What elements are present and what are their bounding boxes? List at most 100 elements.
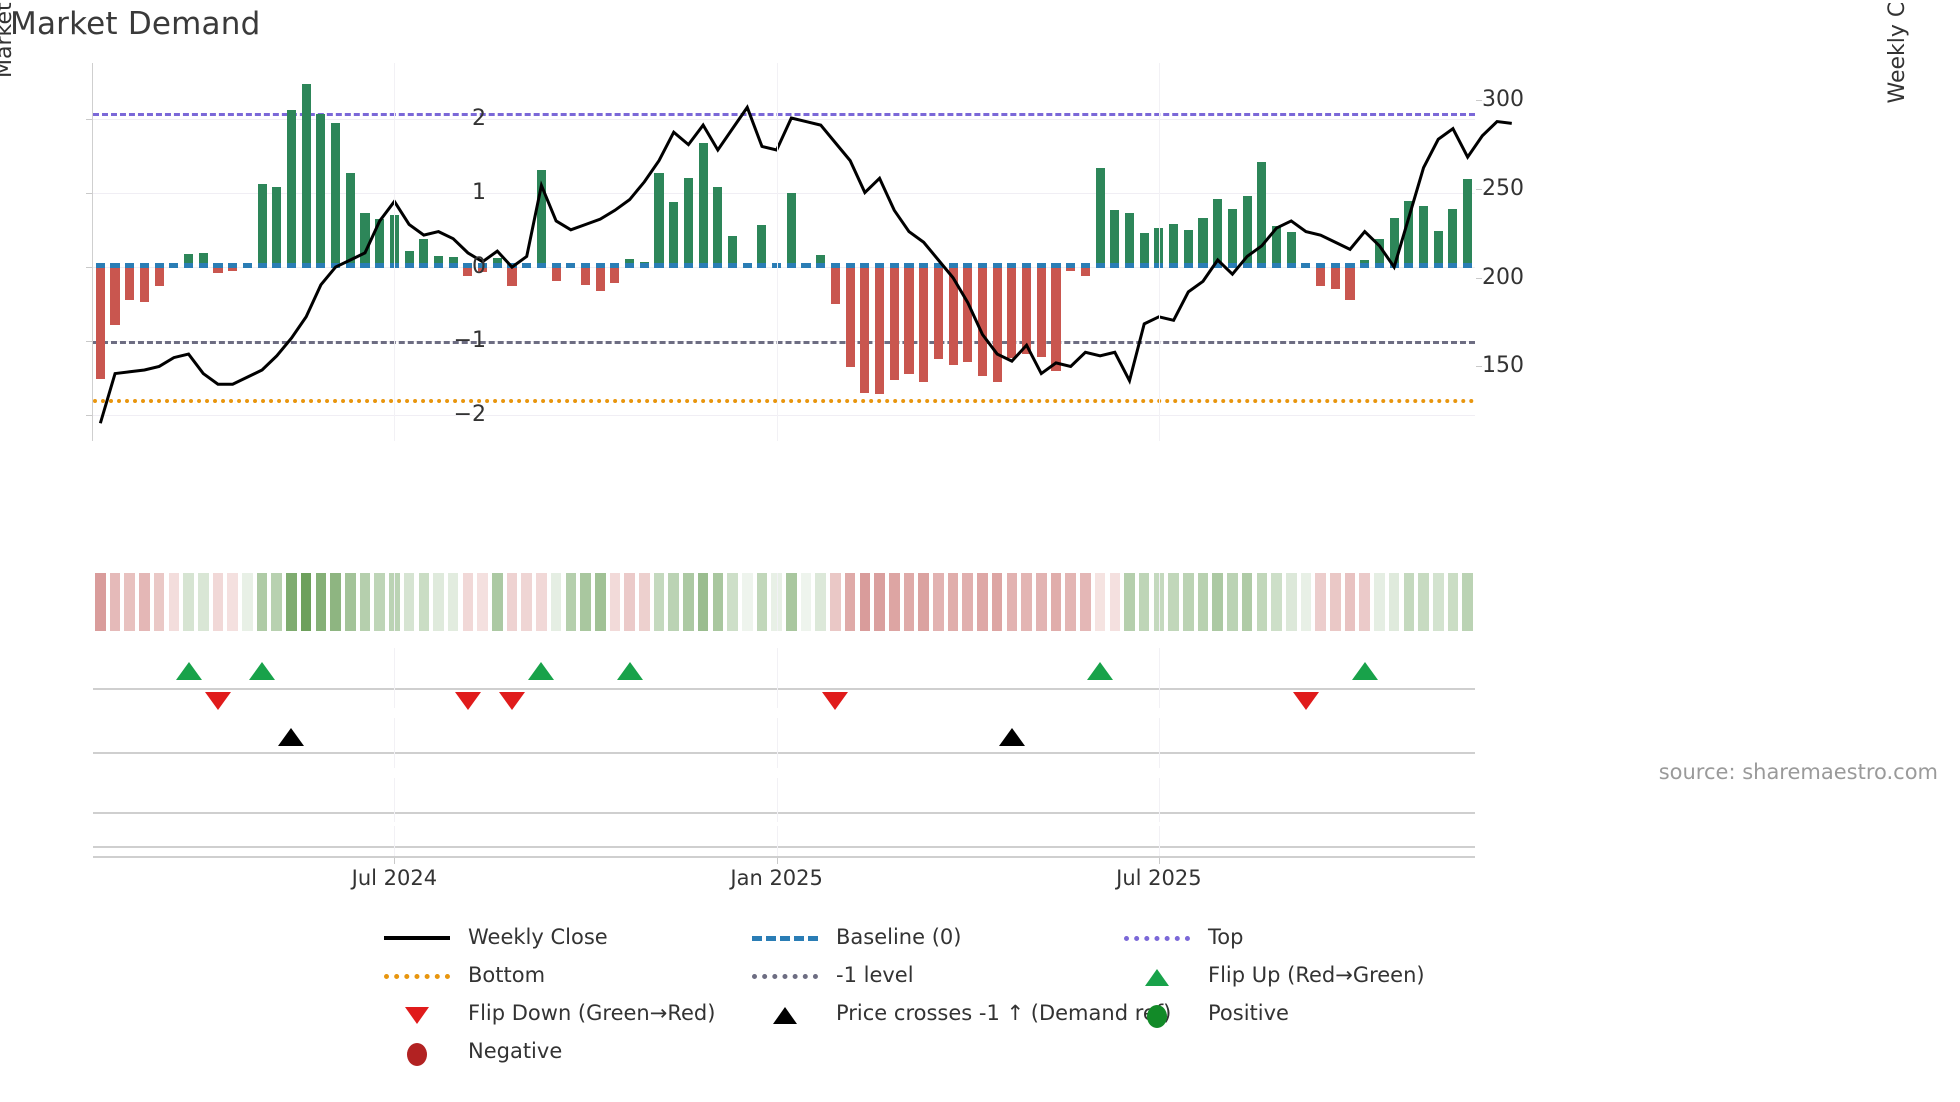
y-tick-mark [86, 340, 92, 342]
legend-item-negative[interactable]: Negative [380, 1039, 563, 1066]
baseline-segment [213, 262, 223, 268]
heat-cell [580, 573, 591, 631]
flip-down-marker [204, 692, 231, 710]
v-gridline [1158, 718, 1160, 768]
spacer-row-2 [93, 826, 1475, 856]
heat-cell [197, 573, 209, 631]
demand-bar [184, 254, 194, 267]
baseline-segment [1169, 262, 1179, 268]
demand-bar [1183, 229, 1193, 267]
flip-up-marker [175, 662, 202, 680]
legend-label: Positive [1208, 1001, 1289, 1025]
heat-cell [506, 573, 518, 631]
line-dotted-orange-icon [380, 965, 454, 985]
legend-item-price-crosses[interactable]: Price crosses -1 ↑ (Demand ref) [748, 1001, 1171, 1025]
heat-cell [1285, 573, 1297, 631]
y2-tick-mark [1476, 366, 1482, 368]
demand-bar [213, 266, 223, 273]
baseline-segment [801, 262, 811, 268]
legend-row-4: Negative [380, 1039, 1780, 1077]
heat-cell [1227, 573, 1238, 631]
demand-bar [360, 213, 370, 267]
baseline-segment [331, 262, 341, 268]
heat-cell [344, 573, 356, 631]
baseline-segment [184, 262, 194, 268]
legend-item-flip-up[interactable]: Flip Up (Red→Green) [1120, 963, 1425, 987]
h-gridline [93, 192, 1475, 194]
heat-cell [1374, 573, 1385, 631]
demand-bar [1389, 217, 1399, 267]
legend-label: Negative [468, 1039, 563, 1063]
heat-cell [844, 573, 856, 631]
demand-bar [904, 266, 914, 374]
legend-item-weekly-close[interactable]: Weekly Close [380, 925, 608, 949]
v-gridline [394, 648, 396, 708]
heat-cell [933, 573, 944, 631]
heat-cell [550, 573, 562, 631]
demand-bar [419, 239, 429, 267]
heat-cell [227, 573, 238, 631]
x-tick-label: Jan 2025 [730, 866, 823, 890]
heat-cell [697, 573, 709, 631]
baseline-segment [757, 262, 767, 268]
line-dashed-blue-icon [748, 927, 822, 947]
demand-bar [1374, 239, 1384, 267]
heat-cell [1183, 573, 1194, 631]
baseline-segment [1124, 262, 1135, 268]
heat-cell [1315, 573, 1326, 631]
flip-up-marker [249, 662, 276, 680]
h-gridline [93, 415, 1475, 417]
heat-cell [139, 573, 150, 631]
demand-bar [1257, 161, 1267, 267]
legend-row-2: Bottom -1 level Flip Up (Red→Green) [380, 963, 1780, 1001]
baseline-segment [1022, 262, 1032, 268]
baseline-segment [198, 262, 208, 268]
baseline-segment [1463, 262, 1473, 268]
demand-bar [257, 183, 267, 267]
heat-cell [433, 573, 444, 631]
legend-item-bottom[interactable]: Bottom [380, 963, 545, 987]
baseline-segment [727, 262, 738, 268]
y-axis-spine [92, 63, 93, 441]
heat-cell [389, 573, 400, 631]
y2-tick-label: 300 [1482, 87, 1524, 113]
demand-bar [198, 252, 208, 267]
heat-cell [903, 573, 915, 631]
v-gridline [1158, 826, 1160, 856]
triangle-down-red-icon [380, 1003, 454, 1024]
legend-item-flip-down[interactable]: Flip Down (Green→Red) [380, 1001, 715, 1025]
heat-cell [1006, 573, 1018, 631]
heat-cell [271, 573, 283, 631]
legend-item-positive[interactable]: Positive [1120, 1001, 1289, 1028]
main-chart-panel [93, 63, 1512, 441]
line-dotted-purple-icon [1120, 927, 1194, 947]
page-title: Market Demand [10, 6, 261, 42]
flip-down-marker [1292, 692, 1319, 710]
heat-cell [1065, 573, 1076, 631]
baseline-segment [1418, 262, 1429, 268]
flip-up-marker [528, 662, 555, 680]
heat-cell [300, 573, 312, 631]
flip-down-marker [822, 692, 849, 710]
circle-green-icon [1120, 1003, 1194, 1028]
heat-cell [565, 573, 577, 631]
heat-cell [947, 573, 959, 631]
weekly-close-line [98, 104, 1512, 424]
heat-cell [727, 573, 738, 631]
legend-item-baseline[interactable]: Baseline (0) [748, 925, 961, 949]
demand-bar [1271, 226, 1282, 267]
heat-cell [624, 573, 635, 631]
baseline-segment [845, 262, 855, 268]
row-baseline [93, 752, 1475, 754]
baseline-segment [1198, 262, 1208, 268]
legend-item-top[interactable]: Top [1120, 925, 1243, 949]
baseline-segment [654, 262, 664, 268]
baseline-segment [492, 262, 502, 268]
flip-up-marker [1087, 662, 1114, 680]
v-gridline [776, 648, 778, 708]
legend-item-minus-one-level[interactable]: -1 level [748, 963, 914, 987]
v-gridline [776, 826, 778, 856]
demand-bar [1433, 230, 1443, 267]
demand-bar [1418, 206, 1429, 267]
